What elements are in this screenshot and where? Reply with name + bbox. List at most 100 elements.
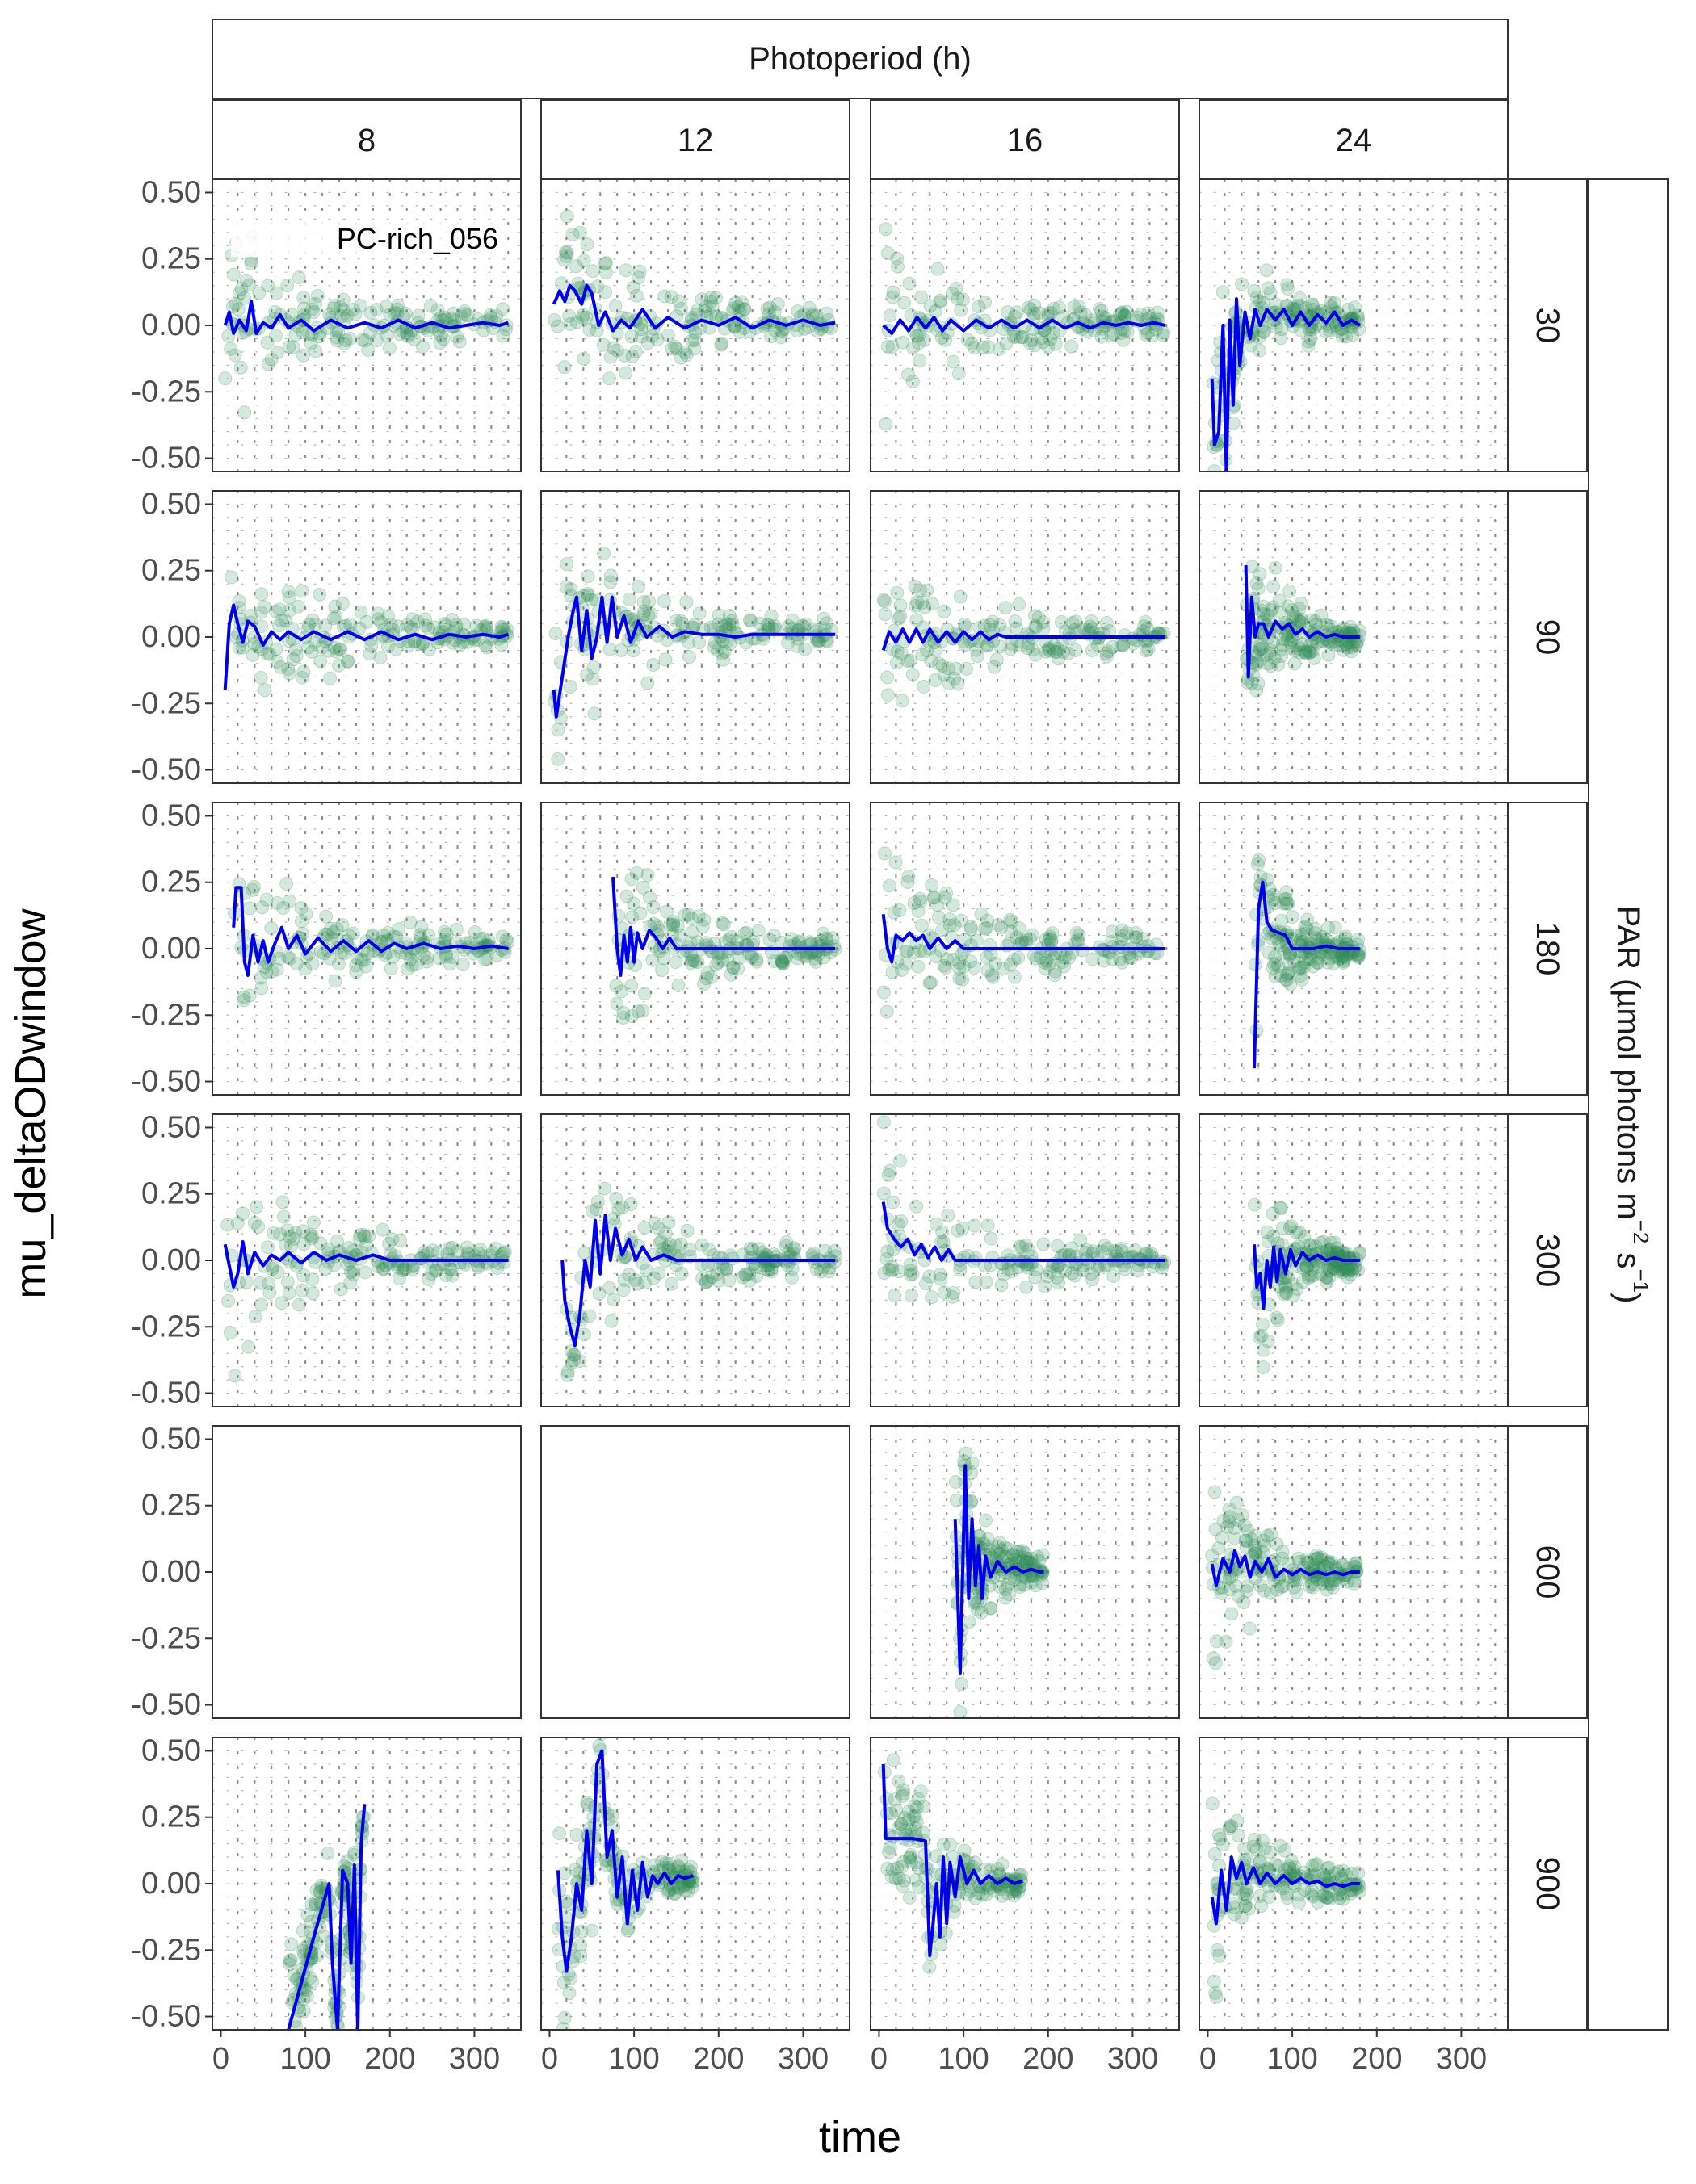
data-point [1230,1813,1245,1828]
data-point [688,954,703,969]
data-point [295,1283,309,1297]
series-line [611,876,836,977]
data-point [1068,614,1083,629]
data-point [652,1266,666,1281]
data-point [1220,1520,1235,1534]
column-label-24: 24 [1336,123,1372,158]
data-point [349,965,363,979]
y-tick-label: 0.00 [141,1867,201,1901]
data-point [663,917,678,932]
data-point [1115,305,1129,320]
data-point [1293,933,1308,947]
data-point [695,920,710,934]
data-point [1308,614,1323,629]
data-point [689,307,703,321]
data-point [1306,1889,1320,1904]
data-point [733,304,747,318]
data-point [735,1270,749,1285]
data-point [237,405,252,420]
data-point [1300,912,1315,927]
data-point [1294,596,1308,610]
data-point [595,1738,608,1742]
data-point [1257,296,1271,310]
data-point [632,580,646,594]
data-point [1028,618,1043,633]
data-point [1253,1578,1267,1593]
data-point [304,644,319,659]
data-point [460,1240,474,1255]
data-point [636,1256,650,1271]
data-point [422,642,437,656]
data-point [665,915,680,929]
x-tick-label: 300 [1436,2042,1487,2076]
data-point [672,294,686,308]
data-point [721,617,736,631]
data-point [1296,1261,1311,1276]
data-point [1268,949,1282,964]
data-point [993,1536,1007,1550]
data-point [909,598,923,613]
data-point [495,929,510,944]
data-point [254,587,269,602]
data-point [764,1264,779,1279]
data-point [777,950,791,965]
data-point [580,237,594,252]
data-point [947,952,961,966]
data-point [1247,1538,1262,1553]
data-point [1207,1847,1222,1861]
data-point [760,618,775,632]
series-line [881,913,1165,964]
data-point [687,618,702,632]
data-point [1262,945,1276,960]
data-point [1293,645,1308,660]
data-point [1256,325,1270,339]
data-point [1020,1551,1035,1566]
series-line [881,1201,1165,1262]
data-point [281,949,296,964]
data-point [1320,1243,1334,1258]
data-point [1320,1861,1335,1876]
data-point [422,1272,436,1287]
data-point [354,605,368,619]
data-point [937,958,951,973]
data-point [1336,643,1350,657]
data-point [1007,309,1022,324]
column-strip-16 [870,99,1180,180]
data-point [1305,643,1320,658]
data-point [1261,1528,1275,1543]
data-point [1278,628,1293,643]
data-point [1048,644,1063,659]
data-point [1299,926,1313,941]
data-point [954,913,968,928]
data-point [1326,956,1341,970]
row-label-180: 180 [1530,922,1565,976]
data-point [1011,1884,1026,1899]
data-point [1093,302,1107,316]
data-point [353,2028,362,2030]
data-point [261,279,275,293]
data-point [902,1890,917,1905]
data-point [1280,278,1295,292]
data-point [685,954,699,968]
data-point [1276,1881,1291,1896]
data-point [1345,1867,1359,1881]
data-point [726,961,741,975]
data-point [1336,1863,1350,1878]
data-point [398,1261,413,1276]
data-point [489,948,504,962]
data-point [609,979,623,993]
data-point [1307,651,1321,665]
data-point [450,1244,464,1259]
data-point [906,341,921,355]
series-line [882,316,1165,335]
data-point [1274,913,1289,928]
data-point [716,652,731,667]
data-point [1266,961,1280,975]
data-point [1001,1262,1016,1276]
data-point [371,1260,385,1274]
data-point [885,1263,900,1277]
data-point [1324,1555,1339,1570]
data-point [1018,933,1033,947]
data-point [1005,1548,1020,1562]
